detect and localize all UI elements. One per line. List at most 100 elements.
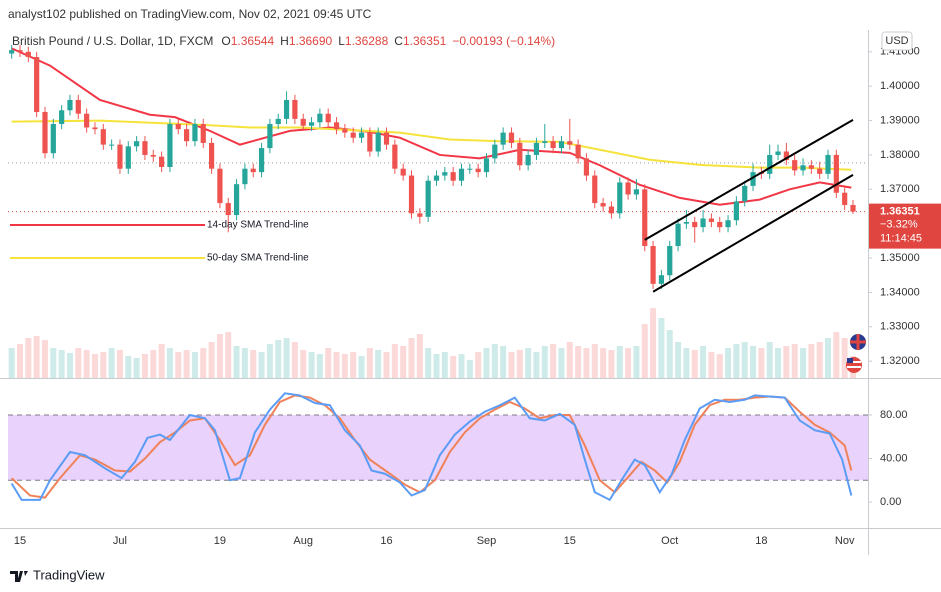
candle-body xyxy=(375,132,381,152)
candle-body xyxy=(367,132,373,152)
candle-body xyxy=(700,218,706,228)
volume-bar xyxy=(766,342,773,378)
candle-body xyxy=(592,175,598,204)
x-tick-label: Oct xyxy=(661,535,678,547)
candle-body xyxy=(642,189,648,247)
volume-bar xyxy=(608,350,615,378)
volume-bar xyxy=(525,348,532,378)
volume-bar xyxy=(400,346,407,378)
candle-body xyxy=(450,172,456,181)
volume-bar xyxy=(241,348,248,378)
volume-bar xyxy=(841,338,848,378)
candle-body xyxy=(358,132,365,138)
x-tick-label: Nov xyxy=(835,535,855,547)
volume-bar xyxy=(258,352,265,378)
candle-body xyxy=(850,204,856,212)
candle-body xyxy=(59,110,65,125)
volume-bar xyxy=(725,348,732,378)
volume-bar xyxy=(416,334,423,378)
ohlc-value: 1.36544 xyxy=(231,34,275,48)
candle-body xyxy=(92,127,98,130)
volume-bar xyxy=(183,350,190,378)
candle-body xyxy=(283,99,290,119)
symbol-legend: British Pound / U.S. Dollar, 1D, FXCM O1.… xyxy=(12,34,555,48)
x-tick-label: 19 xyxy=(214,535,226,547)
volume-bar xyxy=(633,346,640,378)
candle-body xyxy=(725,220,731,228)
volume-bar xyxy=(750,346,757,378)
candle-body xyxy=(792,160,798,171)
ohlc-label: C xyxy=(394,34,403,48)
candle-body xyxy=(383,132,390,145)
candle-body xyxy=(17,50,23,52)
y-tick-label: 1.35000 xyxy=(880,252,920,264)
volume-bar xyxy=(116,350,123,378)
volume-bar xyxy=(783,346,790,378)
y-tick-label: 1.32000 xyxy=(880,355,920,367)
candle-body xyxy=(25,51,31,57)
x-tick-label: 16 xyxy=(380,535,392,547)
volume-bar xyxy=(250,350,257,378)
volume-bar xyxy=(283,338,290,378)
volume-bar xyxy=(808,344,815,378)
candle-body xyxy=(175,124,181,130)
candle-body xyxy=(517,142,523,166)
candle-body xyxy=(675,223,681,247)
candle-body xyxy=(417,213,423,217)
ohlc-label: H xyxy=(280,34,289,48)
flags xyxy=(846,334,866,373)
candle-body xyxy=(500,132,506,145)
volume-bar xyxy=(475,352,482,378)
volume-bar xyxy=(658,318,665,378)
volume-bar xyxy=(641,324,648,378)
candle-body xyxy=(134,141,140,147)
candle-body xyxy=(100,129,106,145)
volume-bar xyxy=(500,346,507,378)
candle-body xyxy=(708,218,714,222)
candle-body xyxy=(608,206,615,214)
symbol-title: British Pound / U.S. Dollar, 1D, FXCM xyxy=(12,34,213,48)
candle-body xyxy=(425,180,431,217)
candle-body xyxy=(183,129,190,142)
volume-bar xyxy=(25,338,32,378)
candle-body xyxy=(833,154,839,193)
volume-bar xyxy=(100,352,107,378)
candle-body xyxy=(717,221,723,228)
candle-body xyxy=(467,168,473,170)
volume-bar xyxy=(91,354,98,378)
candle-body xyxy=(633,189,640,195)
candle-body xyxy=(42,111,48,154)
volume-bar xyxy=(433,354,440,378)
volume-bar xyxy=(58,350,65,378)
candle-body xyxy=(308,122,315,126)
candle-body xyxy=(408,175,415,214)
candle-body xyxy=(817,168,823,174)
change-value: −0.00193 (−0.14%) xyxy=(452,34,555,48)
x-tick-label: 18 xyxy=(755,535,767,547)
candle-body xyxy=(667,246,673,276)
candle-body xyxy=(483,158,490,173)
candle-body xyxy=(683,221,690,224)
footer-logo: TradingView xyxy=(10,567,105,582)
volume-bar xyxy=(408,338,415,378)
volume-bar xyxy=(758,348,765,378)
y-tick-label: 80.00 xyxy=(880,409,908,421)
volume-bar xyxy=(158,344,165,378)
volume-bar xyxy=(491,344,498,378)
volume-bar xyxy=(550,344,557,378)
candle-body xyxy=(67,99,73,111)
candle-body xyxy=(75,99,81,114)
volume-bar xyxy=(625,348,632,378)
volume-bar xyxy=(458,354,465,378)
y-tick-label: 40.00 xyxy=(880,452,908,464)
volume-bar xyxy=(108,348,115,378)
candle-body xyxy=(475,168,481,173)
y-tick-label: 1.40000 xyxy=(880,80,920,92)
y-tick-label: 1.34000 xyxy=(880,286,920,298)
volume-bar xyxy=(483,348,490,378)
candle-body xyxy=(433,175,440,181)
x-tick-label: Aug xyxy=(293,535,313,547)
flag-cross xyxy=(850,334,866,350)
volume-bar xyxy=(533,352,540,378)
